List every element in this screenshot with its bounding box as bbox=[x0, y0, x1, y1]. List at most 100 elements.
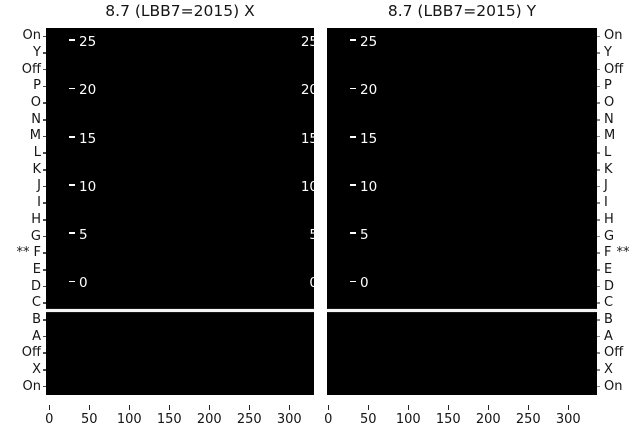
row-label-right: M bbox=[604, 128, 615, 144]
inner-ytick-mark bbox=[69, 39, 75, 42]
x-tick-label: 200 bbox=[196, 412, 222, 427]
row-label-text: I bbox=[37, 195, 41, 211]
x-tick-label: 0 bbox=[324, 412, 333, 427]
row-label-text: D bbox=[30, 278, 41, 294]
row-label-text: On bbox=[22, 378, 41, 394]
row-tick-mark bbox=[597, 85, 600, 88]
row-tick-mark bbox=[597, 385, 600, 388]
row-label-text: L bbox=[604, 145, 612, 161]
row-tick-mark bbox=[597, 68, 600, 71]
x-tick-mark bbox=[567, 405, 570, 410]
x-tick-label: 300 bbox=[276, 412, 302, 427]
row-label-left: M bbox=[0, 128, 41, 144]
row-label-left: D bbox=[0, 279, 41, 295]
row-label-text: E bbox=[604, 261, 613, 277]
inner-ytick-label: 25 bbox=[360, 34, 378, 50]
inner-ytick-mark bbox=[350, 87, 356, 90]
row-label-right: F ** bbox=[604, 245, 629, 261]
row-label-text: L bbox=[33, 145, 41, 161]
row-label-text: On bbox=[22, 28, 41, 44]
row-label-text: N bbox=[604, 111, 614, 127]
panel-x-title: 8.7 (LBB7=2015) X bbox=[105, 2, 255, 20]
row-label-right: N bbox=[604, 112, 614, 128]
x-tick-label: 100 bbox=[116, 412, 142, 427]
row-tick-mark bbox=[597, 102, 600, 104]
inner-ytick-mark bbox=[69, 184, 75, 186]
row-tick-mark bbox=[43, 269, 46, 271]
inner-ytick-label: 15 bbox=[360, 130, 378, 147]
clipped-right-ytick-label: 25 bbox=[300, 34, 314, 50]
x-tick-label: 150 bbox=[435, 412, 461, 427]
inner-ytick-label: 15 bbox=[79, 130, 97, 147]
row-tick-mark bbox=[597, 185, 600, 188]
x-tick-mark bbox=[288, 405, 291, 410]
row-label-right: On bbox=[604, 28, 622, 44]
row-label-left: E bbox=[0, 262, 41, 278]
row-tick-mark bbox=[43, 319, 46, 321]
row-label-text: K bbox=[32, 161, 41, 177]
row-label-right: H bbox=[604, 212, 614, 228]
row-label-left: O bbox=[0, 95, 41, 111]
row-tick-mark bbox=[597, 135, 600, 138]
x-tick-mark bbox=[128, 405, 131, 410]
x-tick-mark bbox=[487, 405, 490, 410]
inner-ytick-mark bbox=[69, 232, 75, 235]
x-tick-mark bbox=[527, 405, 530, 410]
row-separator-line bbox=[46, 309, 314, 312]
row-label-left: A bbox=[0, 329, 41, 345]
row-tick-mark bbox=[43, 85, 46, 88]
row-label-text: A bbox=[604, 328, 613, 344]
row-label-text: C bbox=[604, 295, 614, 311]
row-label-text: K bbox=[604, 161, 613, 177]
row-tick-mark bbox=[597, 118, 600, 121]
row-label-text: Off bbox=[604, 61, 624, 77]
row-label-text: I bbox=[604, 195, 608, 211]
clipped-right-ytick-label: 0 bbox=[309, 275, 314, 292]
row-label-right: J bbox=[604, 178, 608, 194]
row-tick-mark bbox=[43, 352, 46, 355]
row-tick-mark bbox=[43, 335, 46, 338]
row-label-text: On bbox=[604, 378, 623, 394]
inner-ytick-mark bbox=[69, 87, 75, 90]
row-label-text: H bbox=[604, 211, 614, 227]
row-label-right: Y bbox=[604, 45, 612, 61]
row-label-right: X bbox=[604, 362, 613, 378]
row-label-text: Y bbox=[33, 45, 41, 61]
row-tick-mark bbox=[43, 235, 46, 238]
row-label-left: I bbox=[0, 195, 41, 211]
inner-ytick-mark bbox=[350, 280, 356, 283]
x-tick-mark bbox=[248, 405, 251, 410]
row-tick-mark bbox=[597, 285, 600, 288]
row-label-text: B bbox=[32, 311, 41, 327]
row-label-left: J bbox=[0, 178, 41, 194]
row-label-text: P bbox=[33, 78, 41, 94]
row-label-text: Off bbox=[21, 345, 41, 361]
inner-ytick-label: 0 bbox=[79, 275, 88, 292]
row-label-text: G bbox=[30, 228, 41, 244]
row-label-right: P bbox=[604, 78, 612, 94]
inner-ytick-label: 5 bbox=[360, 227, 369, 243]
row-tick-mark bbox=[597, 269, 600, 271]
row-label-text: P bbox=[604, 78, 612, 94]
row-label-right: D bbox=[604, 279, 614, 295]
row-label-text: O bbox=[30, 95, 41, 111]
row-label-text: E bbox=[32, 261, 41, 277]
inner-ytick-label: 10 bbox=[360, 178, 378, 195]
row-label-text: G bbox=[604, 228, 615, 244]
row-label-text: On bbox=[604, 28, 623, 44]
x-tick-label: 150 bbox=[156, 412, 182, 427]
x-tick-label: 100 bbox=[395, 412, 421, 427]
row-tick-mark bbox=[597, 35, 600, 38]
row-label-right: O bbox=[604, 95, 614, 111]
row-tick-mark bbox=[597, 252, 600, 254]
x-tick-label: 250 bbox=[515, 412, 541, 427]
row-tick-mark bbox=[43, 152, 46, 154]
inner-ytick-mark bbox=[69, 135, 75, 138]
row-label-text: Off bbox=[604, 345, 624, 361]
row-label-left: On bbox=[0, 28, 41, 44]
row-tick-mark bbox=[597, 352, 600, 355]
x-tick-mark bbox=[48, 405, 51, 410]
row-label-text: C bbox=[31, 295, 41, 311]
inner-ytick-label: 0 bbox=[360, 275, 369, 292]
